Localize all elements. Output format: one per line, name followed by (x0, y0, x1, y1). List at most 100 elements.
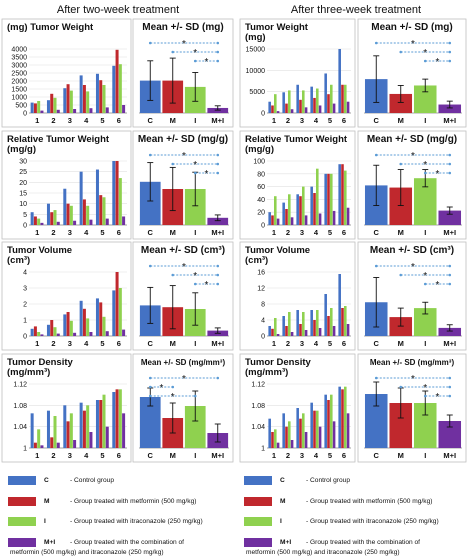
chart-7-xtick-3: 3 (300, 228, 304, 237)
chart-3-bar-C-5 (324, 73, 327, 113)
chart-7-bar-M-6 (341, 164, 344, 225)
chart-8-mean-bar-M (389, 187, 413, 225)
chart-11-bar-C-1 (268, 326, 271, 336)
legend-text-4-line-2: metformin (500 mg/kg) and itraconazole (… (246, 548, 400, 556)
chart-5-title-line-2: (mg/g) (7, 144, 36, 155)
chart-13-xtick-3: 3 (68, 451, 72, 460)
chart-15-bar-I-1 (274, 429, 277, 448)
chart-6-sig-start-2 (171, 162, 175, 166)
chart-9-bar-I-2 (53, 327, 57, 336)
chart-15-bar-MI-4 (318, 426, 322, 448)
legend-text-3: - Group treated with itraconazole (250 m… (70, 518, 203, 525)
chart-16-sig-label-3: * (436, 392, 440, 403)
chart-1-ytick-2: 500 (15, 103, 27, 110)
chart-11-bar-M-5 (327, 316, 330, 336)
chart-11-bar-C-4 (310, 310, 313, 336)
chart-13-bar-M-3 (66, 421, 70, 448)
chart-8-sig-end-1 (448, 153, 452, 157)
chart-9-bar-M-6 (115, 272, 119, 336)
chart-4-xtick-MI: M+I (443, 116, 456, 125)
chart-12-sig-start-2 (399, 273, 403, 277)
chart-2-xtick-I: I (194, 116, 196, 125)
chart-11-bar-I-6 (344, 306, 347, 336)
chart-13-xtick-2: 2 (51, 451, 55, 460)
chart-11-bar-MI-6 (346, 324, 350, 336)
chart-14-xtick-I: I (194, 451, 196, 460)
chart-5-bar-MI-1 (40, 222, 44, 225)
chart-1-bar-M-4 (82, 85, 86, 113)
chart-5-ytick-7: 30 (19, 159, 27, 166)
legend-swatch-3 (244, 517, 272, 526)
chart-7-xtick-1: 1 (272, 228, 276, 237)
chart-16-mean-bar-C (364, 394, 388, 448)
chart-9-bar-C-6 (112, 290, 116, 336)
chart-5-bar-MI-3 (73, 220, 77, 225)
legend-code-4: M+I (44, 538, 56, 546)
chart-6-sig-end-1 (216, 153, 220, 157)
chart-12-sig-start-1 (374, 264, 378, 268)
chart-9-frame (1, 241, 132, 351)
chart-11-xtick-3: 3 (300, 339, 304, 348)
chart-5-title-line-1: Relative Tumor Weight (7, 134, 110, 145)
chart-5-bar-I-2 (53, 210, 57, 225)
chart-7-bar-MI-1 (276, 218, 280, 225)
legend-code-3: I (280, 518, 282, 525)
chart-11-bar-M-3 (299, 324, 302, 336)
chart-5-bar-C-1 (30, 212, 34, 225)
chart-15-bar-I-3 (302, 413, 305, 448)
chart-13-bar-MI-2 (56, 442, 60, 448)
chart-1-ytick-9: 4000 (11, 47, 27, 54)
chart-13-bar-MI-6 (122, 413, 126, 448)
chart-8-xtick-M: M (398, 228, 404, 237)
chart-9-bar-MI-6 (122, 329, 126, 336)
chart-9-bar-MI-3 (73, 332, 77, 336)
legend-swatch-1 (244, 476, 272, 485)
chart-3-bar-MI-1 (276, 111, 280, 113)
chart-4-mean-bar-MI (438, 104, 462, 113)
chart-9-bar-I-5 (102, 316, 106, 336)
chart-15-bar-C-2 (282, 413, 285, 448)
chart-11-bar-C-3 (296, 310, 299, 336)
chart-15-xtick-6: 6 (342, 451, 346, 460)
chart-16-sig-label-2: * (423, 383, 427, 394)
chart-11-bar-I-3 (302, 312, 305, 336)
chart-15-bar-C-4 (310, 402, 313, 448)
chart-13-bar-C-6 (112, 392, 116, 448)
chart-3-xtick-5: 5 (328, 116, 332, 125)
chart-1-bar-MI-6 (122, 105, 126, 113)
chart-16-sig-start-3 (423, 394, 427, 398)
chart-9-bar-M-5 (99, 302, 103, 336)
chart-15-bar-I-4 (316, 410, 319, 448)
chart-7-bar-C-5 (324, 173, 327, 225)
chart-12-sig-label-2: * (423, 271, 427, 282)
chart-5-ytick-6: 25 (19, 169, 27, 176)
chart-4-sig-end-1 (448, 41, 452, 45)
legend-code-3: I (44, 518, 46, 525)
chart-1-bar-C-3 (63, 88, 67, 113)
chart-3-ytick-3: 10000 (246, 68, 266, 75)
chart-5-bar-C-4 (79, 171, 83, 225)
chart-11-bar-MI-4 (318, 328, 322, 336)
chart-15-bar-I-5 (330, 394, 333, 448)
chart-1-bar-MI-5 (105, 107, 109, 113)
chart-5-bar-MI-4 (89, 219, 93, 225)
chart-15-bar-C-5 (324, 394, 327, 448)
chart-6-sig-label-3: * (205, 169, 209, 180)
chart-15-bar-M-2 (285, 426, 288, 448)
chart-6-mean-bar-I (184, 189, 206, 225)
chart-15-bar-I-2 (288, 421, 291, 448)
chart-3-ytick-1: 0 (261, 111, 265, 118)
chart-15-xtick-5: 5 (328, 451, 332, 460)
chart-14-sig-start-2 (148, 385, 152, 389)
chart-1-bar-M-6 (115, 49, 119, 113)
chart-7-xtick-4: 4 (314, 228, 319, 237)
chart-13-ytick-3: 1.08 (13, 403, 27, 410)
chart-3-bar-M-6 (341, 84, 344, 113)
chart-11-bar-I-1 (274, 318, 277, 336)
chart-13-ytick-1: 1 (23, 446, 27, 453)
chart-7-bar-M-1 (271, 215, 274, 225)
chart-6-sig-start-1 (148, 153, 152, 157)
chart-10-sig-label-3: * (205, 280, 209, 291)
chart-13-bar-MI-1 (40, 445, 44, 448)
